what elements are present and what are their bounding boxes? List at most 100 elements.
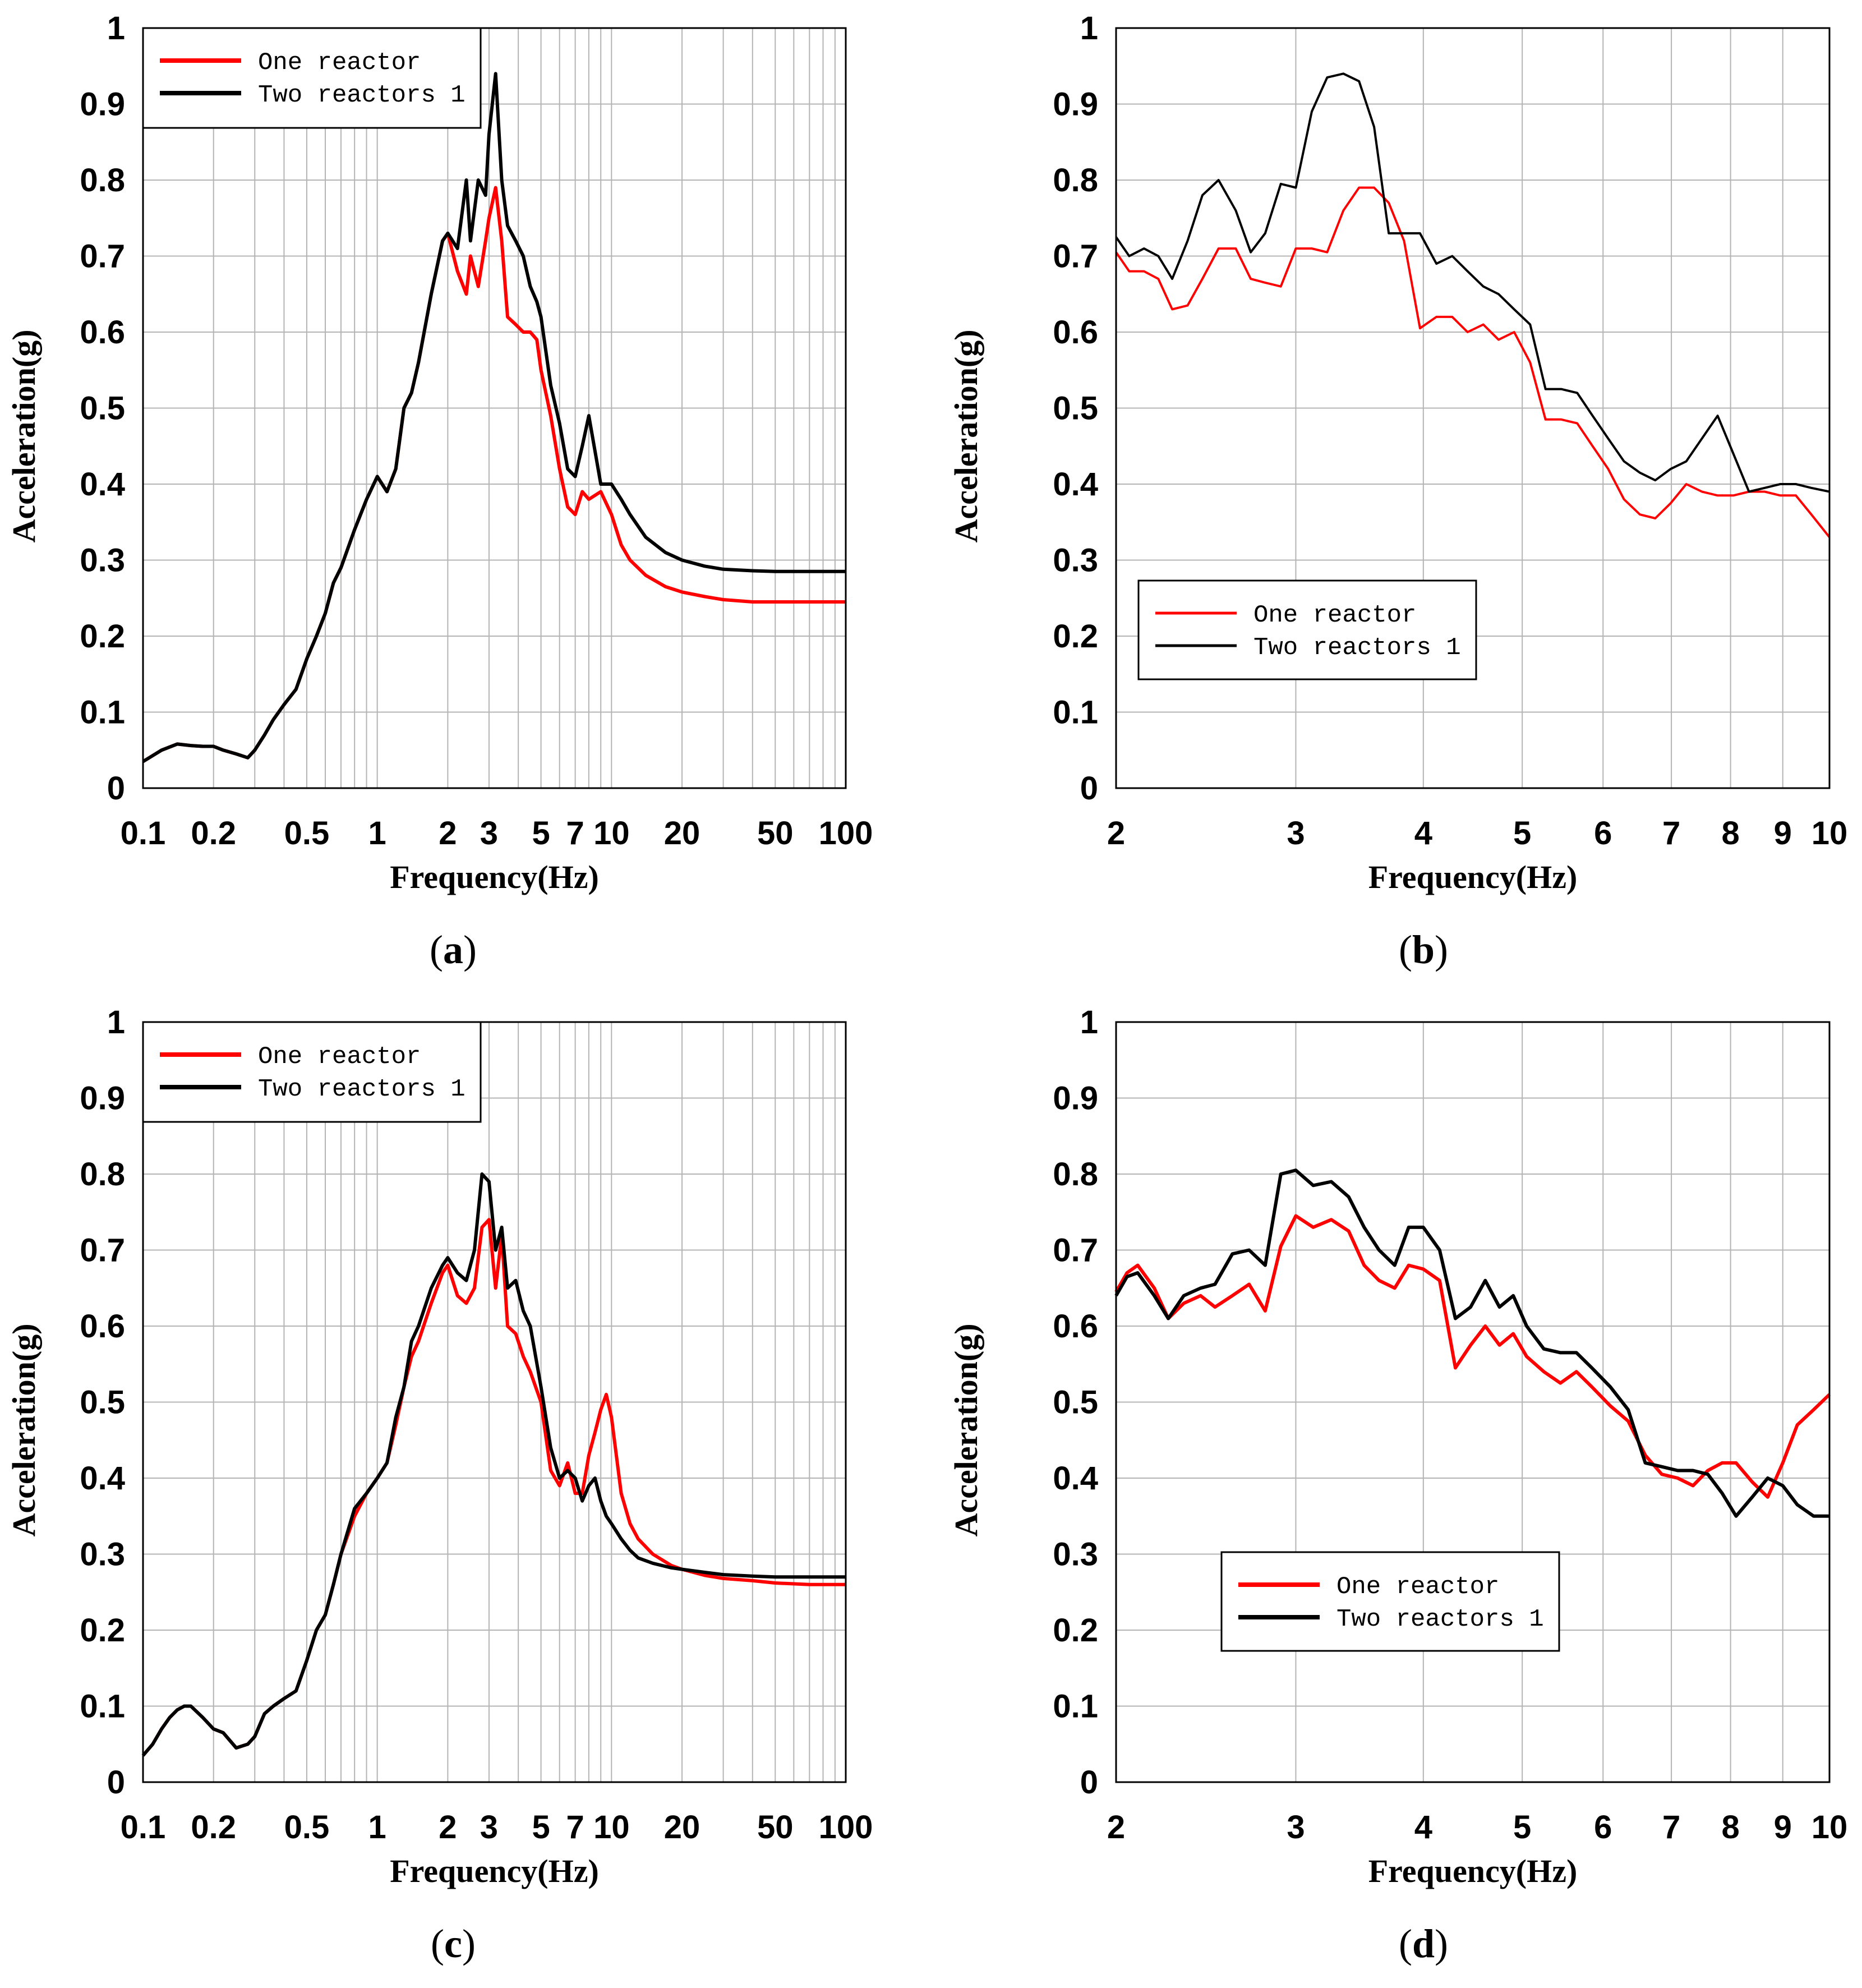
x-tick-label: 3 xyxy=(1287,815,1305,852)
series-line-one-reactor xyxy=(1115,186,1831,539)
y-tick-label: 0 xyxy=(1080,1764,1098,1801)
x-tick-label: 2 xyxy=(1107,815,1125,852)
legend-label-two-reactors: Two reactors 1 xyxy=(258,81,466,109)
series-line-one-reactor xyxy=(1114,1214,1831,1499)
y-tick-label: 0.4 xyxy=(1053,466,1098,503)
x-tick-label: 2 xyxy=(1107,1809,1125,1846)
x-tick-label: 7 xyxy=(566,1809,584,1846)
y-tick-label: 0.6 xyxy=(1053,314,1098,351)
y-tick-label: 0.8 xyxy=(80,1156,125,1193)
caption-d: (d) xyxy=(1398,1921,1448,1966)
legend-box xyxy=(1137,579,1477,680)
x-tick-label: 1 xyxy=(368,1809,386,1846)
caption-b: (b) xyxy=(1398,927,1448,972)
y-tick-label: 0.6 xyxy=(80,314,125,351)
x-tick-label: 0.1 xyxy=(121,1809,166,1846)
y-tick-label: 0.9 xyxy=(80,1080,125,1117)
y-tick-label: 0.4 xyxy=(80,1460,125,1497)
series-line-two-reactors xyxy=(1114,1168,1829,1518)
grid-lines xyxy=(1116,1021,1830,1783)
y-tick-label: 0.1 xyxy=(1053,694,1098,731)
legend-box xyxy=(142,27,482,129)
panel-a: 0 0.1 0.2 0.3 0.4 0.5 0.6 0.7 0.8 0.9 1 0.1 0.2 0.5 1 2… xyxy=(0,0,931,994)
x-tick-label: 20 xyxy=(664,1809,700,1846)
y-tick-label: 0.4 xyxy=(1053,1460,1098,1497)
y-tick-label: 0 xyxy=(107,1764,125,1801)
series-line-one-reactor xyxy=(142,186,846,763)
legend-label-one-reactor: One reactor xyxy=(258,1043,421,1071)
x-axis-title: Frequency(Hz) xyxy=(390,859,599,895)
legend: One reactor Two reactors 1 xyxy=(1220,1551,1560,1652)
series-line-two-reactors xyxy=(141,1172,846,1757)
y-tick-label: 0.2 xyxy=(80,1612,125,1649)
y-tick-label: 0.9 xyxy=(1053,86,1098,123)
y-tick-label: 1 xyxy=(1080,1004,1098,1041)
legend-box xyxy=(1220,1551,1560,1652)
y-tick-label: 0.6 xyxy=(80,1308,125,1345)
x-tick-label: 2 xyxy=(439,815,457,852)
x-tick-label: 8 xyxy=(1722,1809,1740,1846)
x-tick-label: 7 xyxy=(1662,815,1680,852)
y-tick-label: 0.4 xyxy=(80,466,125,503)
legend-label-two-reactors: Two reactors 1 xyxy=(258,1075,466,1103)
grid-lines xyxy=(142,1021,846,1783)
x-tick-label: 10 xyxy=(593,815,630,852)
series-line-two-reactors xyxy=(142,72,846,763)
x-tick-label: 100 xyxy=(819,1809,873,1846)
x-tick-label: 10 xyxy=(593,1809,630,1846)
x-tick-label: 9 xyxy=(1774,1809,1792,1846)
y-tick-label: 0.1 xyxy=(80,694,125,731)
grid-lines xyxy=(142,27,846,789)
y-tick-label: 0.9 xyxy=(1053,1080,1098,1117)
y-axis-title: Acceleration(g) xyxy=(948,329,984,542)
legend-label-one-reactor: One reactor xyxy=(258,49,421,77)
panel-d: 0 0.1 0.2 0.3 0.4 0.5 0.6 0.7 0.8 0.9 1 2 3 4 5 6 7 8 9 10 F… xyxy=(931,994,1862,1988)
y-tick-label: 1 xyxy=(107,1004,125,1041)
y-tick-label: 0.2 xyxy=(80,618,125,655)
y-tick-label: 0.7 xyxy=(1053,1232,1098,1269)
y-tick-label: 0.8 xyxy=(1053,1156,1098,1193)
y-tick-label: 0.2 xyxy=(1053,618,1098,655)
y-tick-label: 0.1 xyxy=(80,1688,125,1725)
x-tick-label: 7 xyxy=(566,815,584,852)
caption-c: (c) xyxy=(431,1921,476,1966)
x-tick-label: 4 xyxy=(1414,1809,1432,1846)
y-tick-label: 0.9 xyxy=(80,86,125,123)
x-axis-title: Frequency(Hz) xyxy=(1368,859,1578,895)
x-tick-label: 1 xyxy=(368,815,386,852)
y-tick-label: 1 xyxy=(1080,10,1098,47)
y-tick-label: 0.7 xyxy=(80,238,125,275)
x-tick-label: 10 xyxy=(1812,1809,1848,1846)
x-tick-label: 9 xyxy=(1774,815,1792,852)
legend-box xyxy=(142,1021,482,1123)
panel-c: 0 0.1 0.2 0.3 0.4 0.5 0.6 0.7 0.8 0.9 1 0.1 0.2 0.5 1 2… xyxy=(0,994,931,1988)
plot-frame xyxy=(1115,1021,1831,1783)
legend-label-two-reactors: Two reactors 1 xyxy=(1253,634,1461,662)
y-tick-label: 0 xyxy=(107,770,125,807)
y-tick-label: 0.5 xyxy=(80,1384,125,1421)
y-tick-label: 0.3 xyxy=(80,1536,125,1573)
panel-b: 0 0.1 0.2 0.3 0.4 0.5 0.6 0.7 0.8 0.9 1 2 3 4 5 6 7 8 9 10 F… xyxy=(931,0,1862,994)
plot-frame xyxy=(142,1021,847,1783)
x-tick-label: 10 xyxy=(1812,815,1848,852)
y-tick-label: 1 xyxy=(107,10,125,47)
x-tick-label: 0.1 xyxy=(121,815,166,852)
y-tick-label: 0.5 xyxy=(1053,1384,1098,1421)
x-axis-title: Frequency(Hz) xyxy=(1368,1853,1578,1889)
x-tick-label: 5 xyxy=(1513,1809,1531,1846)
legend: One reactor Two reactors 1 xyxy=(142,1021,482,1123)
x-tick-label: 3 xyxy=(480,815,498,852)
plot-frame xyxy=(1115,27,1831,789)
plot-frame xyxy=(142,27,847,789)
x-tick-label: 50 xyxy=(757,1809,794,1846)
y-tick-label: 0.8 xyxy=(80,162,125,199)
y-axis-title: Acceleration(g) xyxy=(6,1323,42,1536)
x-tick-label: 100 xyxy=(819,815,873,852)
y-tick-label: 0.3 xyxy=(1053,1536,1098,1573)
y-tick-label: 0.7 xyxy=(1053,238,1098,275)
y-tick-label: 0.6 xyxy=(1053,1308,1098,1345)
legend-label-one-reactor: One reactor xyxy=(1253,601,1416,629)
legend: One reactor Two reactors 1 xyxy=(142,27,482,129)
x-tick-label: 5 xyxy=(532,815,550,852)
x-axis-title: Frequency(Hz) xyxy=(390,1853,599,1889)
